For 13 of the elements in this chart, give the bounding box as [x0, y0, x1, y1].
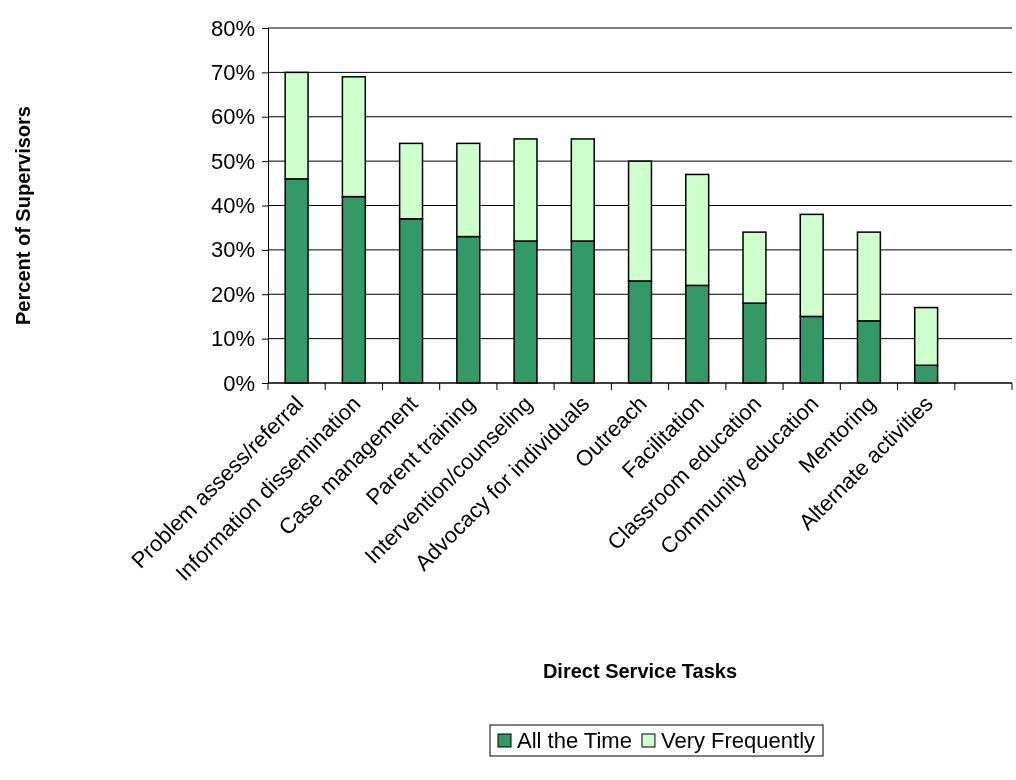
y-tick-label: 10%	[210, 326, 255, 352]
y-tick-label: 60%	[210, 104, 255, 130]
y-tick-label: 30%	[210, 237, 255, 263]
y-tick-label: 70%	[210, 59, 255, 85]
legend-label: All the Time	[517, 728, 632, 753]
y-tick-label: 50%	[210, 148, 255, 174]
legend-label: Very Frequently	[660, 728, 816, 753]
y-tick-label: 80%	[210, 15, 255, 41]
y-tick-label: 0%	[223, 370, 255, 396]
y-axis-title: Percent of Supervisors	[12, 106, 34, 325]
x-axis-title: Direct Service Tasks	[542, 660, 738, 682]
y-tick-label: 40%	[210, 193, 255, 219]
y-tick-label: 20%	[210, 281, 255, 307]
